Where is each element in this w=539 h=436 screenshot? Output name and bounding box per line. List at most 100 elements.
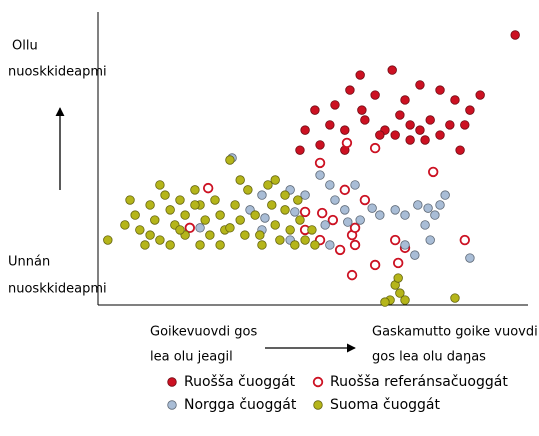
point (205, 230, 215, 240)
point (420, 135, 430, 145)
point (369, 259, 381, 271)
point (341, 137, 353, 149)
point (200, 215, 210, 225)
point (345, 85, 355, 95)
point (400, 240, 410, 250)
point (125, 195, 135, 205)
point (440, 190, 450, 200)
point (255, 230, 265, 240)
point (350, 180, 360, 190)
point (327, 214, 339, 226)
point (355, 215, 365, 225)
point (235, 175, 245, 185)
y-bottom-label: Unnán (8, 255, 50, 270)
point (359, 194, 371, 206)
point (280, 205, 290, 215)
point (405, 135, 415, 145)
point (330, 100, 340, 110)
point (320, 220, 330, 230)
legend-label: Suoma čuoggát (330, 397, 440, 413)
point (360, 115, 370, 125)
point (340, 125, 350, 135)
point (300, 125, 310, 135)
point (103, 235, 113, 245)
point (280, 190, 290, 200)
legend-label: Norgga čuoggát (184, 397, 297, 413)
point (263, 180, 273, 190)
point (285, 225, 295, 235)
point (459, 234, 470, 246)
point (165, 240, 175, 250)
point (300, 235, 310, 245)
point (349, 239, 361, 251)
point (413, 200, 423, 210)
point (325, 240, 335, 250)
point (460, 120, 470, 130)
legend-marker (167, 400, 177, 410)
point (210, 195, 220, 205)
legend-label: Ruošša referánsačuoggát (330, 374, 508, 390)
point (357, 105, 367, 115)
point (195, 223, 205, 233)
point (415, 125, 425, 135)
point (225, 223, 235, 233)
point (299, 206, 311, 218)
point (375, 130, 385, 140)
point (325, 120, 335, 130)
point (290, 207, 300, 217)
point (240, 230, 250, 240)
y-top-label: Ollu (12, 39, 38, 54)
point (275, 235, 285, 245)
point (435, 200, 445, 210)
point (295, 215, 305, 225)
point (380, 297, 390, 307)
point (339, 184, 351, 196)
point (445, 120, 455, 130)
point (290, 240, 300, 250)
point (395, 288, 405, 298)
point (395, 110, 405, 120)
point (340, 205, 350, 215)
x-left-label: Goikevuovdi gos (150, 325, 257, 340)
point (369, 142, 381, 154)
point (349, 222, 361, 234)
point (425, 235, 435, 245)
point (465, 253, 475, 263)
legend-marker (313, 400, 323, 410)
point (465, 105, 475, 115)
point (400, 210, 410, 220)
point (293, 195, 303, 205)
point (450, 95, 460, 105)
point (355, 70, 365, 80)
point (316, 207, 328, 219)
point (135, 225, 145, 235)
point (330, 195, 340, 205)
point (155, 235, 165, 245)
point (184, 222, 196, 234)
point (215, 210, 225, 220)
y-bottom-label: nuoskkideapmi (8, 282, 107, 297)
point (190, 185, 200, 195)
x-right-label: Gaskamutto goike vuovdi (372, 325, 538, 340)
point (225, 155, 235, 165)
point (400, 295, 410, 305)
point (375, 210, 385, 220)
x-left-label: lea olu jeagil (150, 350, 233, 365)
point (455, 145, 465, 155)
legend-marker (167, 377, 177, 387)
point (165, 205, 175, 215)
point (510, 30, 520, 40)
x-right-label: gos lea olu daŋas (372, 350, 486, 365)
point (423, 203, 433, 213)
point (387, 65, 397, 75)
point (260, 213, 270, 223)
point (435, 85, 445, 95)
point (307, 225, 317, 235)
point (150, 215, 160, 225)
point (130, 210, 140, 220)
point (270, 220, 280, 230)
point (155, 180, 165, 190)
point (202, 182, 214, 194)
point (427, 166, 439, 178)
point (430, 210, 440, 220)
